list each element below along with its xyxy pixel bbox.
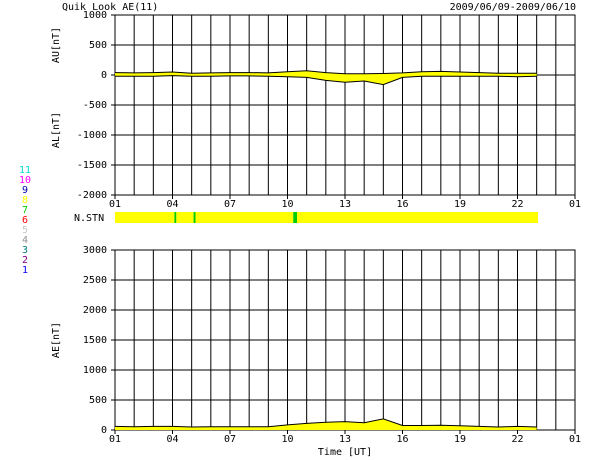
x-tick-label: 04 [166,199,178,210]
station-segment [293,212,298,223]
x-tick-label: 10 [281,434,293,445]
x-tick-label: 01 [569,199,581,210]
area [115,418,537,430]
x-tick-label: 04 [166,434,178,445]
legend-entry: 2 [22,255,28,266]
x-tick-label: 01 [109,199,121,210]
x-tick-label: 01 [569,434,581,445]
x-tick-label: 07 [224,199,236,210]
legend-entry: 7 [22,205,28,216]
y-tick-label: -2000 [77,190,107,201]
legend-entry: 1 [22,265,28,276]
y-tick-label: 3000 [83,245,107,256]
legend-entry: 9 [22,185,28,196]
y-tick-label: 0 [101,70,107,81]
x-tick-label: 13 [339,434,351,445]
legend-entry: 5 [22,225,28,236]
x-tick-label: 22 [511,434,523,445]
y-tick-label: 500 [89,395,107,406]
date-range: 2009/06/09-2009/06/10 [450,2,576,13]
x-tick-label: 01 [109,434,121,445]
station-segment [174,212,177,223]
station-segment [115,212,175,223]
y-tick-label: -1500 [77,160,107,171]
station-segment [176,212,194,223]
legend-entry: 11 [19,165,31,176]
legend-entry: 3 [22,245,28,256]
y-tick-label: 2500 [83,275,107,286]
y-axis-label: AL[nT] [51,112,62,148]
y-tick-label: 0 [101,425,107,436]
y-axis-label: AE[nT] [51,322,62,358]
x-tick-label: 13 [339,199,351,210]
legend-entry: 6 [22,215,28,226]
x-tick-label: 22 [511,199,523,210]
x-axis-label: Time [UT] [318,447,372,458]
y-tick-label: 1000 [83,365,107,376]
x-tick-label: 19 [454,199,466,210]
line [114,70,537,75]
legend-entry: 4 [22,235,28,246]
station-segment [193,212,196,223]
x-tick-label: 07 [224,434,236,445]
station-segment [297,212,539,223]
station-segment [195,212,294,223]
x-tick-label: 19 [454,434,466,445]
line [115,75,537,86]
chart-title: Quik Look AE(11) [62,2,158,13]
x-tick-label: 16 [396,434,408,445]
y-axis-label: AU[nT] [51,27,62,63]
legend-entry: 10 [19,175,31,186]
x-tick-label: 16 [396,199,408,210]
y-tick-label: -500 [83,100,107,111]
y-tick-label: 500 [89,40,107,51]
strip-label: N.STN [74,213,104,224]
legend-entry: 8 [22,195,28,206]
x-tick-label: 10 [281,199,293,210]
y-tick-label: 1500 [83,335,107,346]
line [114,418,537,428]
y-tick-label: 1000 [83,10,107,21]
y-tick-label: 2000 [83,305,107,316]
area [115,75,537,85]
y-tick-label: -1000 [77,130,107,141]
